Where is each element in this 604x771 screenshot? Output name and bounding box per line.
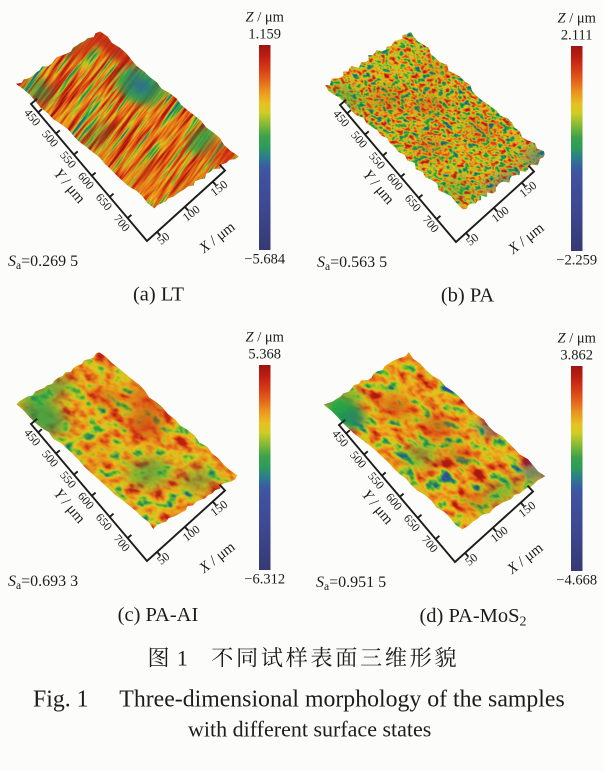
svg-text:Sa=​0.693 3: Sa=​0.693 3 [8,573,78,592]
svg-text:(c) PA-AI: (c) PA-AI [118,604,199,626]
svg-text:Z / μm: Z / μm [557,331,596,347]
svg-text:Sa=​0.951 5: Sa=​0.951 5 [316,574,386,593]
svg-text:−5.684: −5.684 [244,252,286,268]
svg-text:(a) LT: (a) LT [133,284,185,306]
svg-text:3.862: 3.862 [560,348,593,364]
svg-text:1: 1 [177,646,188,671]
svg-text:Z / μm: Z / μm [557,11,596,27]
svg-text:Z / μm: Z / μm [245,330,284,346]
svg-text:Sa=​0.563 5: Sa=​0.563 5 [317,254,387,273]
svg-text:with different surface states: with different surface states [188,717,431,742]
svg-text:5.368: 5.368 [248,347,281,363]
svg-text:(b) PA: (b) PA [441,285,495,307]
svg-text:(d) PA-MoS2: (d) PA-MoS2 [419,605,526,630]
svg-text:Sa=​0.269 5: Sa=​0.269 5 [8,253,78,272]
svg-text:1.159: 1.159 [248,27,281,43]
svg-text:−4.668: −4.668 [556,573,597,589]
svg-text:−6.312: −6.312 [244,572,285,588]
svg-text:2.111: 2.111 [561,28,593,44]
svg-text:Fig. 1: Fig. 1 [33,687,89,713]
svg-text:Three-dimensional morphology o: Three-dimensional morphology of the samp… [119,687,564,713]
svg-text:Z / μm: Z / μm [245,10,284,26]
svg-text:−2.259: −2.259 [556,253,597,269]
